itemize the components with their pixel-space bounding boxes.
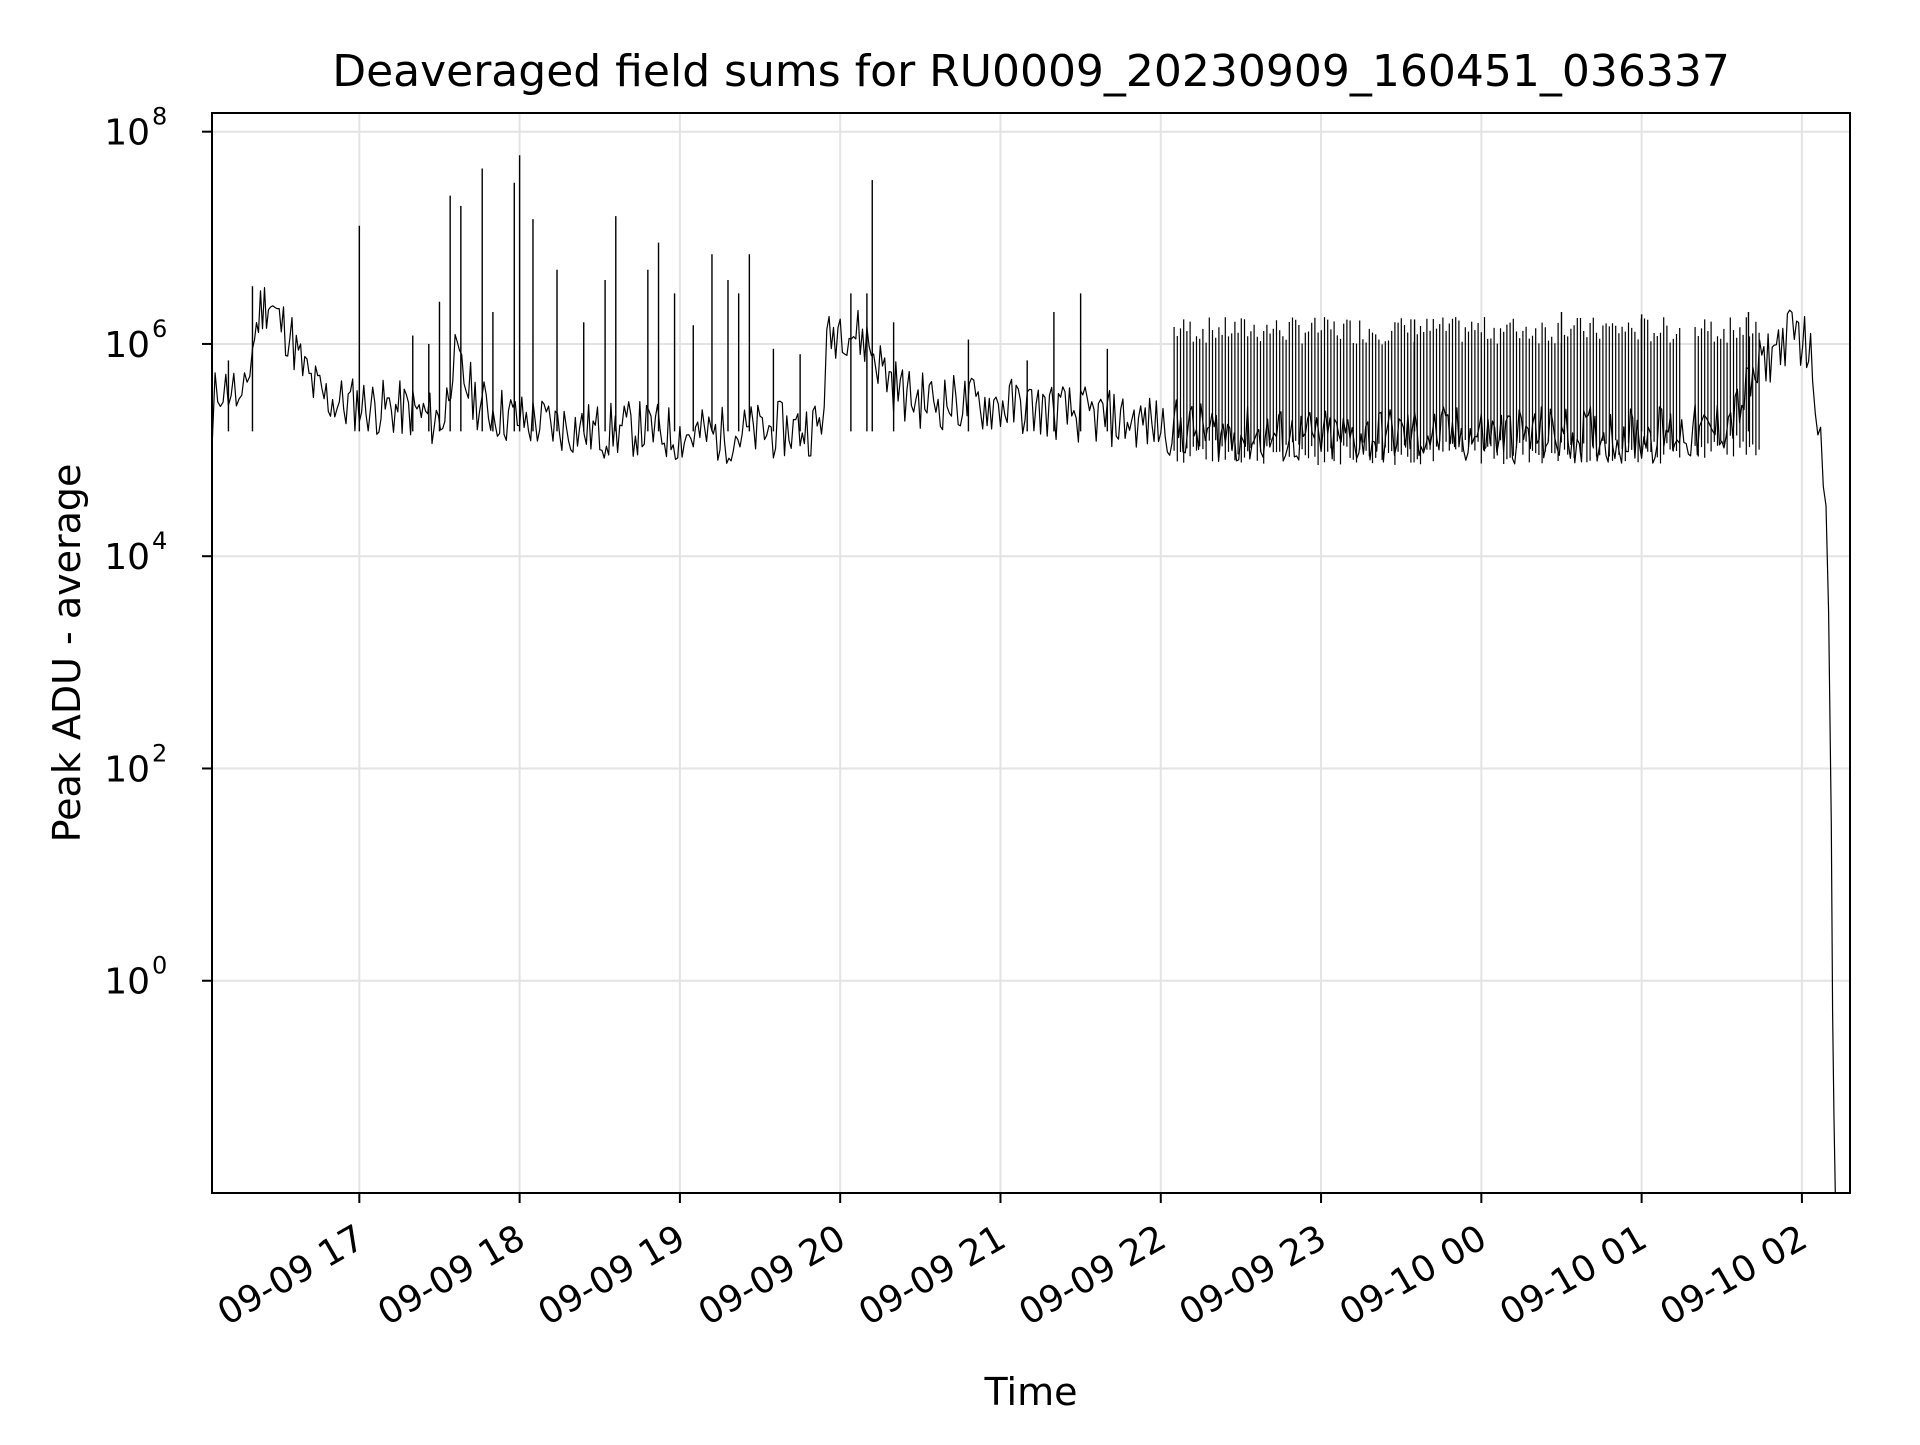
y-tick-label: 10 [104,325,150,366]
y-tick-label: 10 [104,113,150,154]
grid-layer [212,113,1850,1193]
data-layer [211,155,1836,1194]
dense-region-trace [1173,317,1681,465]
y-tick-label: 10 [104,962,150,1003]
dense-region-trace [1694,317,1760,458]
y-tick-label: 10 [104,537,150,578]
series-line [211,287,1836,1194]
y-tick-label: 10 [104,749,150,790]
chart-title: Deaveraged field sums for RU0009_2023090… [332,46,1730,97]
y-tick-exponent: 8 [152,103,167,131]
plot-frame [211,112,1851,1194]
y-tick-exponent: 2 [152,739,167,767]
y-tick-exponent: 4 [152,527,167,555]
y-tick-exponent: 6 [152,315,167,343]
y-tick-exponent: 0 [152,952,167,980]
x-axis-label: Time [984,1370,1078,1414]
y-axis-label: Peak ADU - average [45,464,89,843]
